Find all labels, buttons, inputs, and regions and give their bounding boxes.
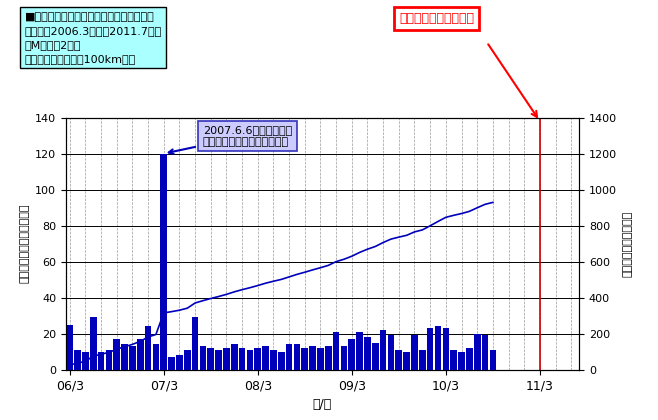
Bar: [82, 352, 89, 370]
Bar: [231, 344, 238, 370]
Bar: [333, 332, 340, 370]
Bar: [341, 346, 347, 370]
Bar: [113, 339, 120, 370]
Bar: [411, 336, 418, 370]
Y-axis label: （回）発生地震累積数: （回）発生地震累積数: [622, 210, 632, 277]
Bar: [388, 336, 394, 370]
Bar: [121, 344, 128, 370]
Bar: [301, 348, 308, 370]
Bar: [442, 328, 449, 370]
Bar: [74, 350, 81, 370]
Bar: [184, 350, 191, 370]
Bar: [239, 348, 245, 370]
Bar: [364, 337, 371, 370]
Bar: [482, 336, 488, 370]
Bar: [435, 326, 442, 370]
Bar: [419, 350, 426, 370]
Bar: [207, 348, 214, 370]
Bar: [450, 350, 457, 370]
Bar: [105, 350, 113, 370]
Bar: [255, 348, 261, 370]
Bar: [270, 350, 277, 370]
Bar: [325, 346, 332, 370]
Bar: [349, 339, 355, 370]
Bar: [145, 326, 151, 370]
Bar: [223, 348, 230, 370]
Bar: [90, 318, 97, 370]
Bar: [168, 357, 175, 370]
Text: 東北地方太平洋沖地震: 東北地方太平洋沖地震: [399, 12, 474, 25]
Bar: [137, 339, 143, 370]
Bar: [98, 352, 105, 370]
Bar: [176, 355, 183, 370]
Bar: [161, 154, 167, 370]
Bar: [191, 318, 199, 370]
Text: ■データ：気象庁一元化処理　震源リスト
　期間：2006.3　～　2011.7まで
　M　　：2以上
　範囲：発電所より100km以内: ■データ：気象庁一元化処理 震源リスト 期間：2006.3 ～ 2011.7まで…: [25, 12, 162, 64]
Bar: [380, 330, 386, 370]
Bar: [153, 344, 159, 370]
Bar: [309, 346, 316, 370]
Bar: [215, 350, 222, 370]
Bar: [490, 350, 496, 370]
X-axis label: 年/月: 年/月: [313, 398, 332, 411]
Bar: [199, 346, 206, 370]
Bar: [466, 348, 472, 370]
Bar: [293, 344, 300, 370]
Bar: [458, 352, 465, 370]
Bar: [129, 346, 136, 370]
Bar: [286, 344, 292, 370]
Bar: [474, 333, 480, 370]
Bar: [247, 350, 253, 370]
Y-axis label: 月ごとの地震発生数（回）: 月ごとの地震発生数（回）: [19, 204, 30, 284]
Bar: [278, 352, 285, 370]
Bar: [66, 325, 73, 370]
Bar: [427, 328, 434, 370]
Bar: [372, 343, 378, 370]
Bar: [403, 352, 410, 370]
Text: 2007.6.6　大分県中部
（別府市付近）の地震による: 2007.6.6 大分県中部 （別府市付近）の地震による: [168, 125, 292, 154]
Bar: [357, 332, 363, 370]
Bar: [263, 346, 269, 370]
Bar: [395, 350, 402, 370]
Bar: [317, 348, 324, 370]
